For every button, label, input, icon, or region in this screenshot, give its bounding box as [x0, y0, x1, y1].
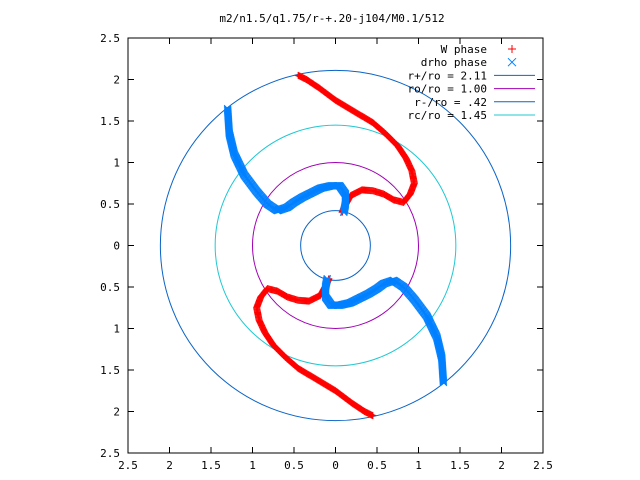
- legend-label: drho phase: [421, 56, 487, 69]
- data-point: [322, 277, 331, 286]
- series-drho-phase: [223, 104, 448, 387]
- data-point: [322, 276, 331, 285]
- x-tick-label: 2.5: [533, 459, 553, 472]
- x-tick-label: 0.5: [367, 459, 387, 472]
- data-series: [223, 71, 448, 420]
- data-point: [340, 206, 349, 215]
- circle-r: [159, 69, 512, 422]
- legend-label: rc/ro = 1.45: [408, 109, 487, 122]
- x-tick-label: 1: [415, 459, 422, 472]
- reference-circles: [159, 69, 512, 422]
- data-point: [323, 275, 331, 284]
- chart-title: m2/n1.5/q1.75/r-+.20-j104/M0.1/512: [219, 12, 444, 25]
- legend-swatch: [508, 45, 516, 53]
- x-tick-label: 0: [332, 459, 339, 472]
- data-point: [340, 205, 349, 214]
- legend-swatch: [507, 57, 517, 67]
- y-tick-label: 1.5: [100, 115, 120, 128]
- circle-r: [300, 210, 371, 281]
- data-point: [339, 208, 348, 217]
- x-tick-label: 2.5: [118, 459, 138, 472]
- x-tick-label: 2: [166, 459, 173, 472]
- x-tick-label: 2: [498, 459, 505, 472]
- legend-label: r-/ro = .42: [414, 96, 487, 109]
- legend-label: ro/ro = 1.00: [408, 83, 487, 96]
- y-tick-label: 2: [113, 74, 120, 87]
- y-tick-label: 0.5: [100, 198, 120, 211]
- x-tick-label: 1: [249, 459, 256, 472]
- circle-rc: [214, 124, 457, 367]
- legend-label: r+/ro = 2.11: [408, 69, 487, 82]
- series-w-phase: [253, 71, 418, 420]
- y-tick-label: 0: [113, 240, 120, 253]
- y-tick-label: 0.5: [100, 281, 120, 294]
- y-tick-label: 1.5: [100, 364, 120, 377]
- circle-ro: [252, 162, 419, 329]
- y-tick-label: 1: [113, 323, 120, 336]
- x-axis: 2.5 2 1.5 1 0.5 0 0.5 1 1.5 2 2.5: [118, 38, 553, 472]
- y-tick-label: 2.5: [100, 447, 120, 460]
- x-tick-label: 1.5: [450, 459, 470, 472]
- data-point: [323, 274, 332, 283]
- legend-label: W phase: [441, 43, 487, 56]
- y-tick-label: 2: [113, 406, 120, 419]
- y-axis: 2.5 2 1.5 1 0.5 0 0.5 1 1.5 2 2.5: [100, 32, 543, 460]
- data-point: [340, 207, 348, 216]
- x-tick-label: 1.5: [201, 459, 221, 472]
- x-tick-label: 0.5: [284, 459, 304, 472]
- y-tick-label: 1: [113, 157, 120, 170]
- y-tick-label: 2.5: [100, 32, 120, 45]
